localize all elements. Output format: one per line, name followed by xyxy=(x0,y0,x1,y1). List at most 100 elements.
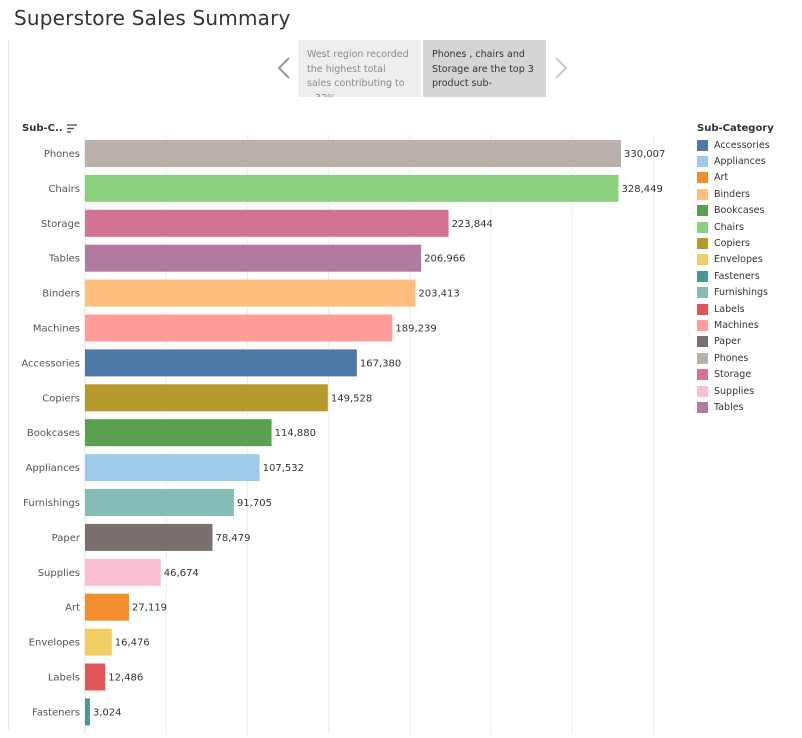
legend-item[interactable]: Tables xyxy=(697,399,797,415)
left-divider xyxy=(8,40,9,730)
legend-item[interactable]: Bookcases xyxy=(697,203,797,219)
category-tick-label: Tables xyxy=(48,254,80,265)
legend-swatch xyxy=(697,238,708,250)
legend-item[interactable]: Binders xyxy=(697,186,797,202)
bar-chairs[interactable] xyxy=(85,174,619,202)
bar-bookcases[interactable] xyxy=(85,419,272,447)
legend-swatch xyxy=(697,287,708,299)
category-tick-label: Furnishings xyxy=(23,498,80,509)
category-tick-label: Appliances xyxy=(26,463,80,474)
legend-item[interactable]: Storage xyxy=(697,366,797,382)
legend-label: Labels xyxy=(714,303,745,315)
legend-label: Machines xyxy=(714,319,759,331)
legend-item[interactable]: Art xyxy=(697,170,797,186)
story-navigator: West region recorded the highest total s… xyxy=(270,40,575,97)
data-label: 328,449 xyxy=(621,184,662,195)
legend-label: Chairs xyxy=(714,221,744,233)
legend-label: Storage xyxy=(714,369,752,381)
legend-swatch xyxy=(697,221,708,233)
bar-supplies[interactable] xyxy=(85,558,161,586)
legend-swatch xyxy=(697,303,708,315)
data-label: 91,705 xyxy=(237,498,272,509)
bar-binders[interactable] xyxy=(85,279,416,307)
legend-item[interactable]: Furnishings xyxy=(697,285,797,301)
legend-label: Phones xyxy=(714,352,749,364)
chevron-left-icon xyxy=(277,57,290,79)
story-point-1[interactable]: West region recorded the highest total s… xyxy=(298,40,421,97)
legend-item[interactable]: Envelopes xyxy=(697,252,797,268)
legend-item[interactable]: Chairs xyxy=(697,219,797,235)
legend-label: Copiers xyxy=(714,238,750,250)
legend-label: Appliances xyxy=(714,156,766,168)
data-label: 16,476 xyxy=(115,638,150,649)
legend-label: Paper xyxy=(714,336,741,348)
data-label: 27,119 xyxy=(132,603,167,614)
legend-label: Tables xyxy=(714,401,744,413)
bar-machines[interactable] xyxy=(85,314,393,342)
legend-item[interactable]: Labels xyxy=(697,301,797,317)
chevron-right-icon xyxy=(555,57,568,79)
legend-item[interactable]: Paper xyxy=(697,334,797,350)
legend-swatch xyxy=(697,205,708,217)
legend-label: Supplies xyxy=(714,385,755,397)
category-tick-label: Envelopes xyxy=(29,638,80,649)
legend-item[interactable]: Supplies xyxy=(697,383,797,399)
legend-item[interactable]: Machines xyxy=(697,317,797,333)
data-label: 189,239 xyxy=(395,324,436,335)
legend-title: Sub-Category xyxy=(697,123,774,134)
bar-chart: Phones 330,007 Chairs 328,449 Storage 223,844… xyxy=(21,135,665,734)
bar-accessories[interactable] xyxy=(85,349,357,377)
bar-fasteners[interactable] xyxy=(85,698,90,726)
story-next-button[interactable] xyxy=(547,50,575,86)
bar-envelopes[interactable] xyxy=(85,628,112,656)
chart-area: Phones 330,007 Chairs 328,449 Storage 223,844… xyxy=(0,135,690,734)
sub-category-axis-header[interactable]: Sub-C.. xyxy=(22,123,77,134)
legend-item[interactable]: Appliances xyxy=(697,153,797,169)
story-point-2[interactable]: Phones , chairs and Storage are the top … xyxy=(423,40,546,97)
page-title: Superstore Sales Summary xyxy=(14,6,291,30)
legend-swatch xyxy=(697,139,708,151)
legend-label: Bookcases xyxy=(714,205,765,217)
data-label: 107,532 xyxy=(263,463,304,474)
data-label: 78,479 xyxy=(215,533,250,544)
category-tick-label: Supplies xyxy=(38,568,80,579)
legend-swatch xyxy=(697,319,708,331)
legend-item[interactable]: Copiers xyxy=(697,235,797,251)
sort-icon[interactable] xyxy=(66,124,77,133)
legend-item[interactable]: Phones xyxy=(697,350,797,366)
bar-art[interactable] xyxy=(85,593,130,621)
legend-label: Furnishings xyxy=(714,287,768,299)
bar-labels[interactable] xyxy=(85,663,106,691)
legend: Sub-Category Accessories Appliances Art Bin… xyxy=(697,123,797,416)
legend-swatch xyxy=(697,336,708,348)
legend-item[interactable]: Accessories xyxy=(697,137,797,153)
category-tick-label: Chairs xyxy=(48,184,80,195)
legend-swatch xyxy=(697,369,708,381)
category-tick-label: Phones xyxy=(44,149,80,160)
legend-swatch xyxy=(697,385,708,397)
legend-list: Accessories Appliances Art Binders Bookcases… xyxy=(697,137,797,416)
bar-phones[interactable] xyxy=(85,140,621,167)
category-tick-label: Fasteners xyxy=(32,707,80,718)
bar-furnishings[interactable] xyxy=(85,489,234,516)
bar-copiers[interactable] xyxy=(85,384,328,412)
bar-paper[interactable] xyxy=(85,523,213,551)
legend-label: Binders xyxy=(714,188,750,200)
legend-swatch xyxy=(697,352,708,364)
legend-swatch xyxy=(697,254,708,266)
story-prev-button[interactable] xyxy=(270,50,298,86)
data-label: 149,528 xyxy=(331,393,372,404)
data-label: 330,007 xyxy=(624,149,665,160)
data-label: 203,413 xyxy=(418,289,459,300)
bar-appliances[interactable] xyxy=(85,454,260,482)
category-tick-label: Copiers xyxy=(42,393,80,404)
bar-tables[interactable] xyxy=(85,244,422,272)
legend-label: Accessories xyxy=(714,139,770,151)
category-tick-label: Binders xyxy=(42,289,80,300)
category-tick-label: Machines xyxy=(33,324,80,335)
legend-item[interactable]: Fasteners xyxy=(697,268,797,284)
legend-swatch xyxy=(697,270,708,282)
data-label: 167,380 xyxy=(360,358,401,369)
data-label: 114,880 xyxy=(275,428,316,439)
bar-storage[interactable] xyxy=(85,209,449,237)
